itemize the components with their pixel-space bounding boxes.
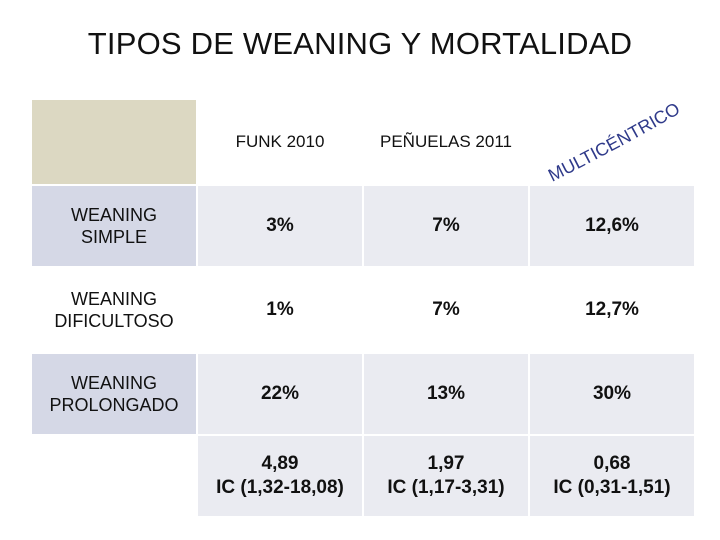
or-cell-funk: 4,89 IC (1,32-18,08) [198,436,362,516]
value-cell: 7% [364,268,528,352]
value-cell: 12,6% [530,186,694,266]
value-cell: 3% [198,186,362,266]
row-label-weaning-simple: WEANING SIMPLE [32,186,196,266]
or-cell-penuelas: 1,97 IC (1,17-3,31) [364,436,528,516]
or-ci: IC (1,17-3,31) [387,477,505,498]
or-value: 4,89 [261,453,299,474]
value-cell: 7% [364,186,528,266]
row-label-weaning-prolongado: WEANING PROLONGADO [32,354,196,434]
or-ci: IC (0,31-1,51) [553,477,671,498]
multicentrico-arc-label: MULTICÉNTRICO [545,100,683,184]
row-label-weaning-dificultoso: WEANING DIFICULTOSO [32,268,196,352]
header-multicentrico [530,100,694,184]
or-value: 1,97 [427,453,465,474]
value-cell: 1% [198,268,362,352]
or-ci: IC (1,32-18,08) [216,477,344,498]
svg-text:MULTICÉNTRICO: MULTICÉNTRICO [545,100,683,184]
value-cell: 22% [198,354,362,434]
value-cell: 13% [364,354,528,434]
header-corner-cell [32,100,196,184]
value-cell: 30% [530,354,694,434]
value-cell: 12,7% [530,268,694,352]
or-cell-multicentrico: 0,68 IC (0,31-1,51) [530,436,694,516]
multicentrico-arc-text: MULTICÉNTRICO [545,100,683,184]
or-value: 0,68 [593,453,631,474]
header-funk-2010: FUNK 2010 [198,100,362,184]
header-penuelas-2011: PEÑUELAS 2011 [364,100,528,184]
page-title: TIPOS DE WEANING Y MORTALIDAD [87,26,633,61]
